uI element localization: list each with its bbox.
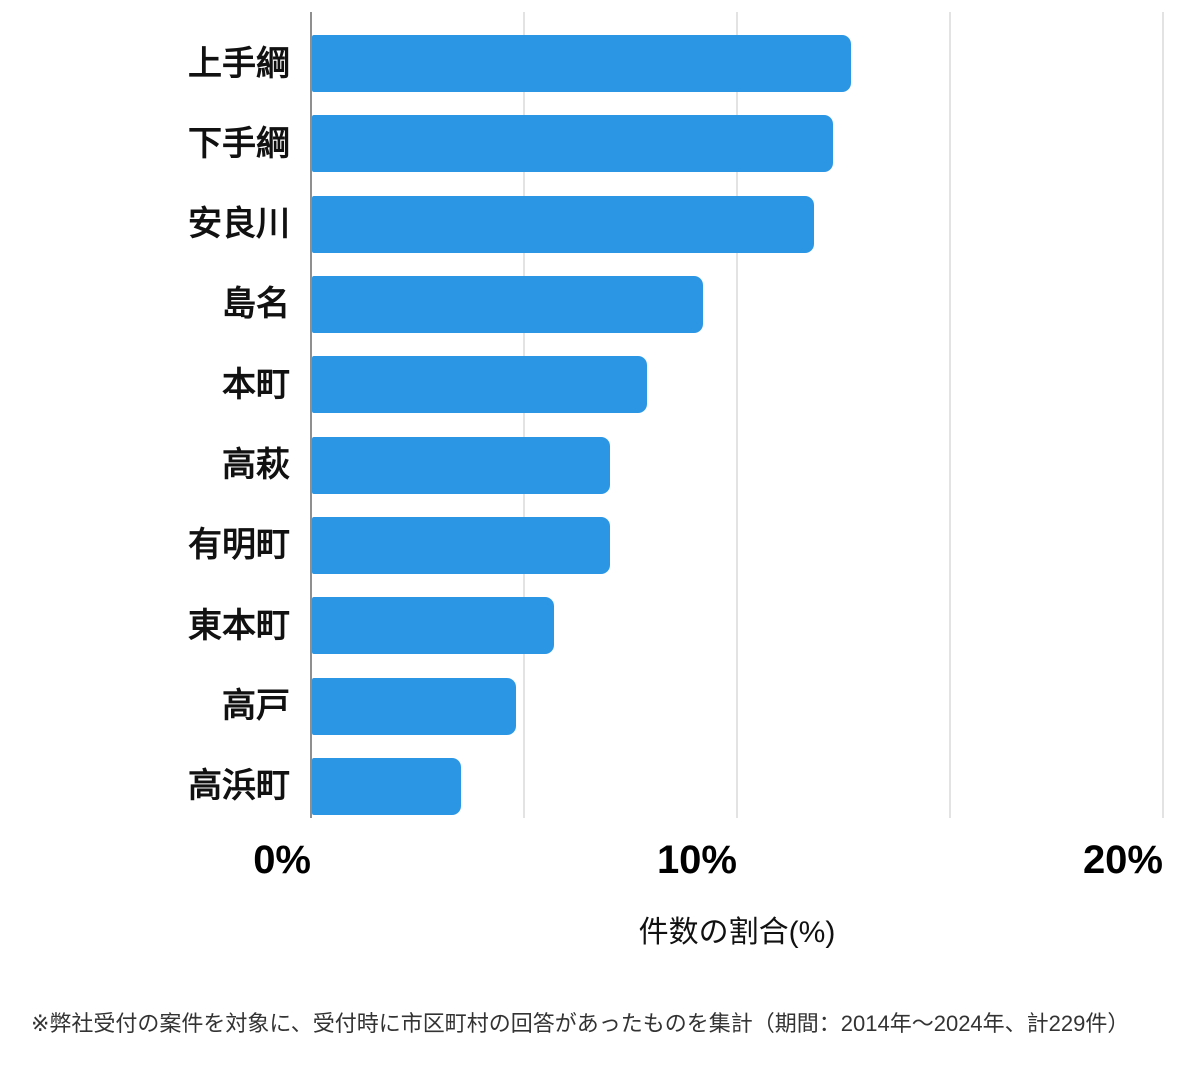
bar bbox=[312, 115, 833, 173]
category-label: 下手綱 bbox=[188, 124, 290, 163]
x-axis-title: 件数の割合(%) bbox=[638, 916, 836, 949]
bar bbox=[312, 516, 610, 574]
bar bbox=[312, 436, 610, 494]
category-label: 島名 bbox=[222, 285, 290, 324]
category-label: 東本町 bbox=[188, 606, 290, 645]
category-label: 上手綱 bbox=[188, 44, 290, 83]
category-label: 高戸 bbox=[222, 687, 290, 726]
gridline bbox=[1162, 12, 1164, 818]
category-label: 安良川 bbox=[188, 205, 290, 244]
bar bbox=[312, 195, 815, 253]
plot-area bbox=[310, 12, 1164, 818]
category-label: 高萩 bbox=[222, 446, 290, 485]
bar bbox=[312, 35, 852, 92]
footnote: ※弊社受付の案件を対象に、受付時に市区町村の回答があったものを集計（期間：201… bbox=[31, 1011, 1130, 1036]
bar bbox=[312, 757, 461, 815]
bar bbox=[312, 597, 554, 655]
x-axis-tick: 10% bbox=[656, 838, 737, 882]
bar bbox=[312, 356, 647, 414]
gridline bbox=[949, 12, 951, 818]
axis-baseline bbox=[310, 12, 312, 818]
category-label: 高浜町 bbox=[188, 767, 290, 806]
x-axis-tick: 0% bbox=[253, 838, 311, 882]
bar bbox=[312, 275, 703, 333]
gridline bbox=[523, 12, 525, 818]
category-label: 本町 bbox=[222, 365, 290, 404]
x-axis-tick: 20% bbox=[1082, 838, 1163, 882]
bar bbox=[312, 677, 517, 735]
category-label: 有明町 bbox=[188, 526, 290, 565]
gridline bbox=[736, 12, 738, 818]
